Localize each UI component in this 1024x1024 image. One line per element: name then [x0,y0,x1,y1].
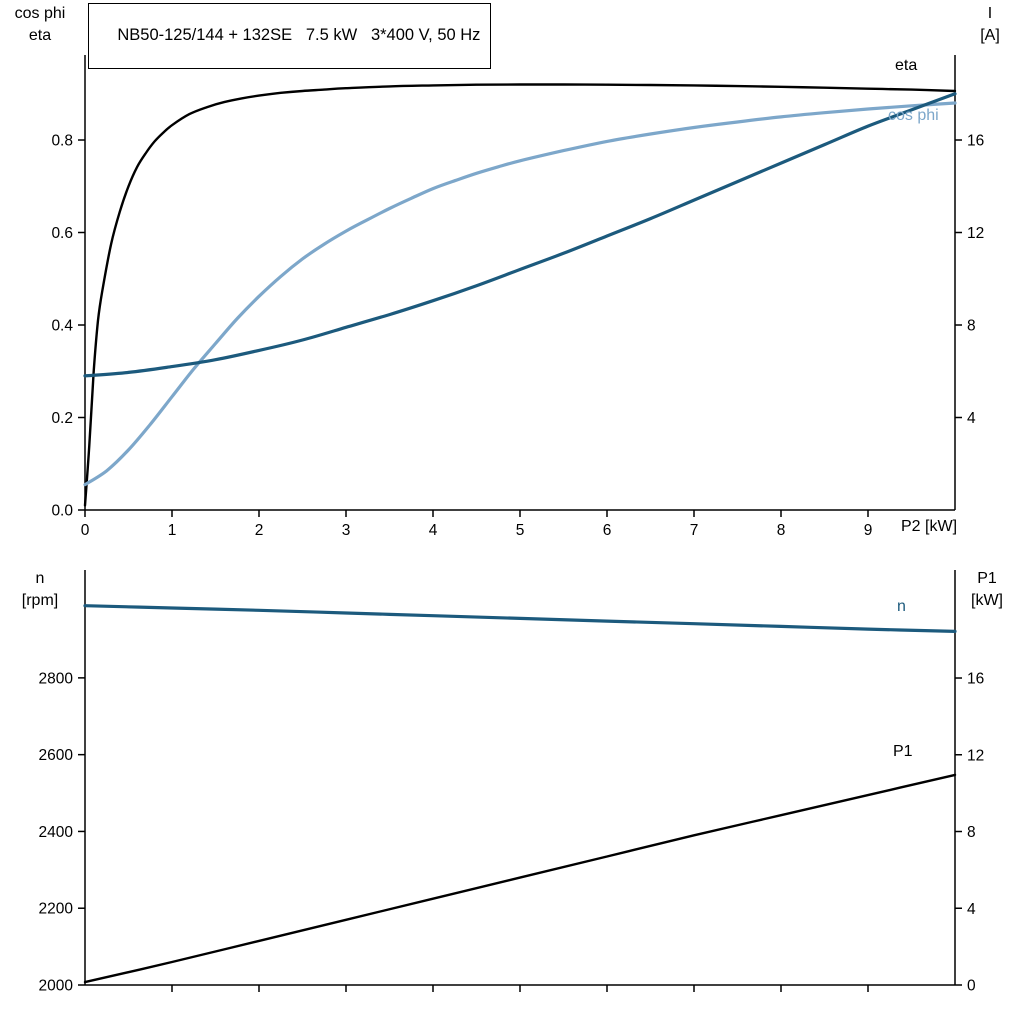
svg-text:2: 2 [255,522,264,539]
chart-title: NB50-125/144 + 132SE 7.5 kW 3*400 V, 50 … [117,26,481,44]
svg-text:1: 1 [168,522,177,539]
speed-axis-label: n [35,570,45,587]
p1-axis-label: P1 [977,570,997,587]
top-right-axis-title: I [A] [962,3,1018,47]
svg-text:16: 16 [967,133,984,150]
top-left-axis-title: cos phi eta [2,3,78,47]
svg-text:12: 12 [967,225,984,242]
svg-text:2400: 2400 [39,824,74,841]
n-curve-label: n [897,598,906,615]
bottom-left-axis-title: n [rpm] [2,568,78,612]
svg-text:2600: 2600 [39,747,74,764]
chart-title-box: NB50-125/144 + 132SE 7.5 kW 3*400 V, 50 … [88,3,492,69]
eta-axis-label: eta [28,27,52,44]
svg-text:7: 7 [690,522,699,539]
svg-text:0.0: 0.0 [51,503,73,520]
svg-text:8: 8 [967,318,976,335]
svg-text:4: 4 [429,522,438,539]
svg-text:5: 5 [516,522,525,539]
svg-text:9: 9 [864,522,873,539]
svg-text:0: 0 [967,978,976,995]
svg-text:0.8: 0.8 [51,133,73,150]
svg-text:0.2: 0.2 [51,410,73,427]
svg-text:4: 4 [967,410,976,427]
svg-text:2000: 2000 [39,978,74,995]
cos-phi-curve-label: cos phi [888,107,939,124]
svg-text:6: 6 [603,522,612,539]
svg-text:2200: 2200 [39,901,74,918]
bottom-right-axis-title: P1 [kW] [956,568,1018,612]
svg-text:2800: 2800 [39,670,74,687]
eta-curve-label: eta [895,57,918,74]
svg-text:8: 8 [967,824,976,841]
svg-text:4: 4 [967,901,976,918]
svg-text:8: 8 [777,522,786,539]
svg-text:0.4: 0.4 [51,318,73,335]
current-axis-label: I [987,5,993,22]
svg-text:16: 16 [967,671,984,688]
svg-text:0.6: 0.6 [51,225,73,242]
svg-text:0: 0 [81,522,90,539]
svg-text:3: 3 [342,522,351,539]
x-axis-label: P2 [kW] [901,518,958,535]
p1-axis-unit: [kW] [971,592,1003,609]
current-axis-unit: [A] [980,27,1000,44]
speed-axis-unit: [rpm] [21,592,59,609]
svg-text:12: 12 [967,747,984,764]
p1-curve-label: P1 [893,743,913,760]
cos-phi-axis-label: cos phi [14,5,66,22]
